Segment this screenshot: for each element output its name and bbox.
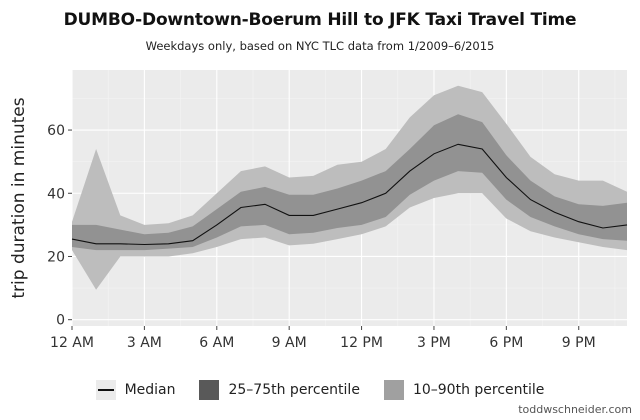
x-tick-label: 3 AM — [127, 335, 162, 351]
y-axis-label: trip duration in minutes — [9, 97, 29, 298]
median-line — [71, 143, 628, 246]
legend: Median 25–75th percentile 10–90th percen… — [0, 380, 640, 400]
x-tick-label: 3 PM — [417, 335, 451, 351]
y-tick-label: 20 — [47, 249, 65, 265]
band-25-75-percentile — [72, 114, 627, 251]
legend-item-25-75: 25–75th percentile — [199, 380, 360, 400]
x-axis: 12 AM 3 AM 6 AM 9 AM 12 PM 3 PM 6 PM 9 PM — [50, 326, 596, 351]
x-tick-label: 12 PM — [340, 335, 383, 351]
legend-item-10-90: 10–90th percentile — [383, 380, 545, 400]
x-tick-label: 9 AM — [272, 335, 307, 351]
x-tick-label: 12 AM — [50, 335, 94, 351]
credit-text: toddwschneider.com — [518, 403, 632, 416]
legend-item-median: Median — [95, 380, 176, 400]
chart-subtitle: Weekdays only, based on NYC TLC data fro… — [145, 39, 495, 53]
y-tick-label: 40 — [47, 186, 65, 202]
chart-title: DUMBO-Downtown-Boerum Hill to JFK Taxi T… — [63, 10, 577, 30]
legend-swatch-median — [95, 380, 116, 400]
legend-swatch-10-90 — [383, 380, 404, 400]
x-tick-label: 9 PM — [562, 335, 596, 351]
x-tick-label: 6 PM — [489, 335, 523, 351]
legend-label-25-75: 25–75th percentile — [228, 382, 360, 398]
legend-label-10-90: 10–90th percentile — [412, 382, 545, 398]
y-tick-label: 60 — [47, 123, 65, 139]
x-tick-label: 6 AM — [199, 335, 234, 351]
legend-swatch-25-75 — [199, 380, 220, 400]
y-tick-label: 0 — [56, 313, 65, 329]
y-axis: 0 20 40 60 — [47, 123, 72, 329]
legend-label-median: Median — [124, 382, 176, 398]
